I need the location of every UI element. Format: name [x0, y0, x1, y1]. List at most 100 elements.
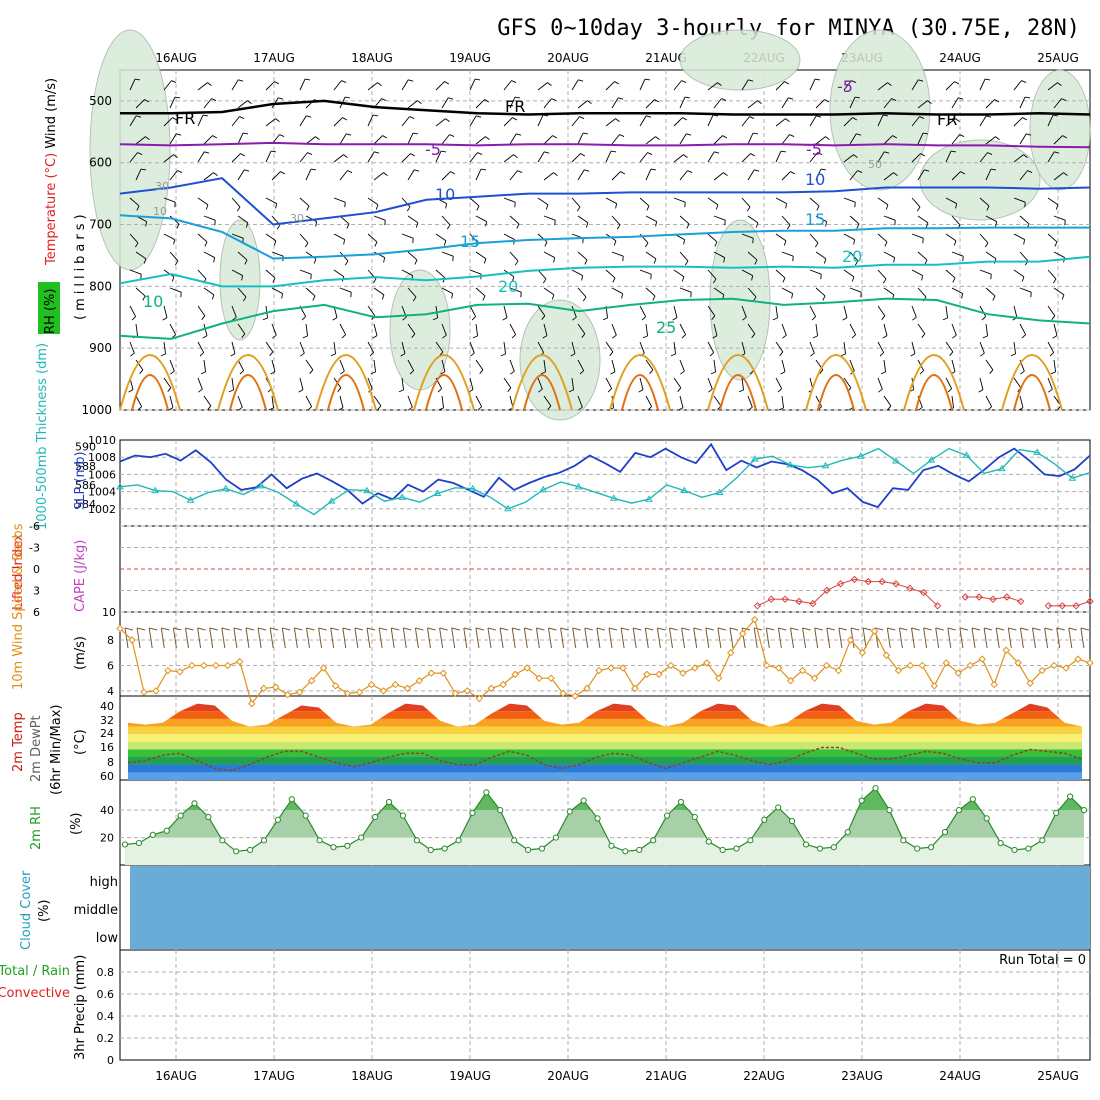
wind-barb	[1019, 287, 1032, 293]
temp-tick-label: 16	[100, 741, 114, 754]
wind-barb	[299, 269, 312, 275]
wind-barb-flag	[500, 353, 506, 357]
wind-speed-marker	[224, 661, 232, 670]
wind-barb	[339, 359, 345, 372]
wind-barb	[407, 132, 414, 145]
precip-tick-label: 0	[107, 1054, 114, 1067]
wind-barb-10m	[911, 627, 915, 649]
wind-barb-flag	[922, 132, 929, 135]
wind-barb	[135, 168, 142, 181]
wind-barb	[843, 341, 847, 354]
wind-barb	[673, 197, 686, 203]
wind-barb	[537, 377, 543, 390]
wind-barb-10m-flag	[911, 627, 920, 631]
wind-barb-flag	[1061, 98, 1067, 101]
rh-marker	[650, 837, 657, 844]
wind-barb-flag	[1054, 151, 1060, 154]
cape-marker	[753, 602, 762, 610]
wind-barb-flag	[949, 351, 954, 356]
wind-barb	[503, 197, 516, 203]
wind-barb-flag	[377, 82, 382, 86]
wind-barb-flag	[302, 335, 308, 339]
temp-static-band	[128, 772, 1082, 780]
wind-barb	[305, 395, 313, 407]
thickness-marker	[257, 481, 265, 489]
wind-barb	[407, 215, 419, 224]
wind-barb-flag	[241, 333, 246, 338]
wind-barb	[509, 359, 515, 372]
wind-barb-flag	[709, 352, 714, 357]
wind-barb-flag	[406, 206, 411, 212]
wind-barb	[373, 172, 384, 181]
wind-barb-flag	[780, 150, 787, 153]
wind-barb-flag	[174, 260, 179, 266]
wind-barb	[985, 136, 996, 145]
wind-barb-10m	[717, 627, 722, 649]
wind-barb-flag	[578, 406, 583, 411]
wind-barb-flag	[755, 222, 759, 228]
wind-barb-flag	[884, 151, 890, 154]
wind-speed-marker	[403, 684, 412, 693]
wind-barb	[163, 377, 172, 389]
wind-barb	[203, 251, 215, 258]
wind-barb	[911, 305, 917, 318]
wind-barb-flag	[670, 353, 676, 357]
surface-isotherm-arc	[315, 354, 377, 411]
wind-barb	[645, 215, 657, 222]
wind-barb	[877, 151, 885, 163]
rh-marker	[274, 816, 281, 823]
rh-marker	[441, 845, 448, 852]
wind-barb-flag	[280, 171, 286, 175]
wind-barb-flag	[398, 389, 404, 393]
wind-barb-flag	[485, 136, 490, 140]
thickness-tick-label: 586	[75, 479, 96, 492]
wind-barb	[679, 251, 689, 262]
wind-speed-marker	[535, 674, 543, 682]
cape-marker	[933, 602, 942, 610]
wind-barb-10m	[572, 627, 577, 649]
wind-barb	[197, 377, 203, 390]
surface-isotherm-arc	[707, 354, 769, 411]
wind-barb-flag	[816, 115, 822, 118]
wind-barb-flag	[262, 317, 268, 321]
wind-barb-10m-flag	[318, 627, 327, 631]
wind-barb-flag	[540, 371, 546, 375]
wind-speed-marker	[870, 627, 879, 635]
wind-barb	[509, 251, 519, 262]
wind-barb-flag	[748, 79, 754, 82]
wind-speed-marker	[954, 669, 962, 677]
wind-barb-flag	[784, 81, 790, 85]
wind-barb	[333, 233, 345, 240]
wind-barb-flag	[812, 335, 818, 339]
wind-barb-10m	[777, 627, 782, 649]
wind-barb	[645, 359, 654, 371]
wind-barb-flag	[955, 203, 958, 209]
wind-barb-10m-flag	[838, 627, 848, 631]
wind-barb	[299, 78, 306, 91]
wind-barb	[679, 323, 687, 335]
wind-barb	[135, 287, 146, 297]
wind-barb-flag	[134, 242, 139, 248]
wind-barb-10m-flag	[657, 627, 666, 631]
wind-barb-flag	[502, 317, 508, 321]
wind-barb	[877, 269, 887, 280]
temp-color-band	[128, 703, 1082, 712]
y-tick-label: 800	[89, 279, 112, 293]
wind-speed-marker	[188, 661, 196, 670]
wind-speed-marker	[116, 624, 124, 633]
wind-barb	[877, 82, 888, 91]
wind-barb-flag	[1022, 117, 1028, 121]
wind-barb-flag	[1023, 239, 1026, 245]
cape-marker	[892, 580, 900, 588]
wind-barb	[917, 132, 924, 145]
wind-barb	[305, 136, 316, 145]
wind-barb	[741, 233, 754, 239]
rh-legend-box	[38, 282, 60, 334]
wind-barb-flag	[507, 387, 512, 392]
wind-barb-10m	[511, 627, 516, 649]
wind-barb	[883, 135, 893, 145]
wind-barb-flag	[173, 154, 178, 158]
wind-barb	[577, 359, 585, 371]
surface-isotherm-arc	[719, 374, 757, 411]
wind-barb-flag	[207, 405, 212, 410]
